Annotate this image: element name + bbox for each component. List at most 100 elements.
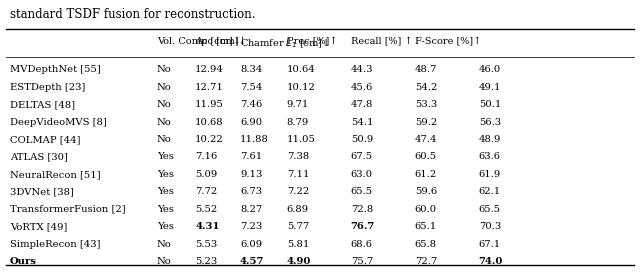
Text: 6.89: 6.89 xyxy=(287,205,309,214)
Text: 11.88: 11.88 xyxy=(240,135,269,144)
Text: 6.90: 6.90 xyxy=(240,118,262,126)
Text: Chamfer $L_1$ [cm]↓: Chamfer $L_1$ [cm]↓ xyxy=(240,37,330,50)
Text: NeuralRecon [51]: NeuralRecon [51] xyxy=(10,170,100,179)
Text: 63.0: 63.0 xyxy=(351,170,373,179)
Text: Ours: Ours xyxy=(10,257,36,266)
Text: 65.5: 65.5 xyxy=(351,187,373,196)
Text: DELTAS [48]: DELTAS [48] xyxy=(10,100,75,109)
Text: 59.6: 59.6 xyxy=(415,187,437,196)
Text: 10.68: 10.68 xyxy=(195,118,224,126)
Text: 67.1: 67.1 xyxy=(479,240,501,249)
Text: Yes: Yes xyxy=(157,170,173,179)
Text: 68.6: 68.6 xyxy=(351,240,372,249)
Text: 11.95: 11.95 xyxy=(195,100,224,109)
Text: 50.9: 50.9 xyxy=(351,135,373,144)
Text: VoRTX [49]: VoRTX [49] xyxy=(10,222,67,231)
Text: 8.27: 8.27 xyxy=(240,205,262,214)
Text: 7.61: 7.61 xyxy=(240,152,262,162)
Text: 65.8: 65.8 xyxy=(415,240,437,249)
Text: 7.38: 7.38 xyxy=(287,152,309,162)
Text: 5.52: 5.52 xyxy=(195,205,218,214)
Text: Yes: Yes xyxy=(157,205,173,214)
Text: 50.1: 50.1 xyxy=(479,100,501,109)
Text: 5.23: 5.23 xyxy=(195,257,218,266)
Text: 47.4: 47.4 xyxy=(415,135,437,144)
Text: 72.7: 72.7 xyxy=(415,257,437,266)
Text: 65.5: 65.5 xyxy=(479,205,501,214)
Text: 7.11: 7.11 xyxy=(287,170,309,179)
Text: F-Score [%]↑: F-Score [%]↑ xyxy=(415,37,481,46)
Text: 54.2: 54.2 xyxy=(415,83,437,92)
Text: Prec [%]↑: Prec [%]↑ xyxy=(287,37,337,46)
Text: COLMAP [44]: COLMAP [44] xyxy=(10,135,80,144)
Text: DeepVideoMVS [8]: DeepVideoMVS [8] xyxy=(10,118,106,126)
Text: TransformerFusion [2]: TransformerFusion [2] xyxy=(10,205,125,214)
Text: 56.3: 56.3 xyxy=(479,118,501,126)
Text: 61.9: 61.9 xyxy=(479,170,501,179)
Text: 5.77: 5.77 xyxy=(287,222,309,231)
Text: 60.0: 60.0 xyxy=(415,205,437,214)
Text: Vol. Comp [cm]↓: Vol. Comp [cm]↓ xyxy=(157,37,241,46)
Text: 3DVNet [38]: 3DVNet [38] xyxy=(10,187,74,196)
Text: 63.6: 63.6 xyxy=(479,152,500,162)
Text: MVDepthNet [55]: MVDepthNet [55] xyxy=(10,65,100,74)
Text: ESTDepth [23]: ESTDepth [23] xyxy=(10,83,85,92)
Text: 12.94: 12.94 xyxy=(195,65,224,74)
Text: 67.5: 67.5 xyxy=(351,152,373,162)
Text: No: No xyxy=(157,83,172,92)
Text: 4.90: 4.90 xyxy=(287,257,311,266)
Text: 8.79: 8.79 xyxy=(287,118,309,126)
Text: 9.13: 9.13 xyxy=(240,170,262,179)
Text: 61.2: 61.2 xyxy=(415,170,437,179)
Text: No: No xyxy=(157,240,172,249)
Text: 10.22: 10.22 xyxy=(195,135,224,144)
Text: SimpleRecon [43]: SimpleRecon [43] xyxy=(10,240,100,249)
Text: 46.0: 46.0 xyxy=(479,65,501,74)
Text: 4.57: 4.57 xyxy=(240,257,264,266)
Text: 7.22: 7.22 xyxy=(287,187,309,196)
Text: 10.12: 10.12 xyxy=(287,83,316,92)
Text: 48.7: 48.7 xyxy=(415,65,437,74)
Text: 4.31: 4.31 xyxy=(195,222,220,231)
Text: 47.8: 47.8 xyxy=(351,100,373,109)
Text: No: No xyxy=(157,118,172,126)
Text: No: No xyxy=(157,65,172,74)
Text: 5.09: 5.09 xyxy=(195,170,218,179)
Text: 49.1: 49.1 xyxy=(479,83,501,92)
Text: 5.81: 5.81 xyxy=(287,240,309,249)
Text: Acc [cm]↓: Acc [cm]↓ xyxy=(195,37,247,46)
Text: Recall [%] ↑: Recall [%] ↑ xyxy=(351,37,412,46)
Text: 11.05: 11.05 xyxy=(287,135,316,144)
Text: Yes: Yes xyxy=(157,222,173,231)
Text: 8.34: 8.34 xyxy=(240,65,262,74)
Text: 7.54: 7.54 xyxy=(240,83,262,92)
Text: 7.23: 7.23 xyxy=(240,222,262,231)
Text: 6.73: 6.73 xyxy=(240,187,262,196)
Text: 48.9: 48.9 xyxy=(479,135,501,144)
Text: 76.7: 76.7 xyxy=(351,222,375,231)
Text: 75.7: 75.7 xyxy=(351,257,373,266)
Text: 53.3: 53.3 xyxy=(415,100,437,109)
Text: 44.3: 44.3 xyxy=(351,65,373,74)
Text: 60.5: 60.5 xyxy=(415,152,437,162)
Text: 59.2: 59.2 xyxy=(415,118,437,126)
Text: No: No xyxy=(157,100,172,109)
Text: Yes: Yes xyxy=(157,187,173,196)
Text: 74.0: 74.0 xyxy=(479,257,503,266)
Text: 7.46: 7.46 xyxy=(240,100,262,109)
Text: standard TSDF fusion for reconstruction.: standard TSDF fusion for reconstruction. xyxy=(10,8,255,21)
Text: 7.16: 7.16 xyxy=(195,152,218,162)
Text: No: No xyxy=(157,135,172,144)
Text: 62.1: 62.1 xyxy=(479,187,501,196)
Text: 72.8: 72.8 xyxy=(351,205,373,214)
Text: 9.71: 9.71 xyxy=(287,100,309,109)
Text: No: No xyxy=(157,257,172,266)
Text: 54.1: 54.1 xyxy=(351,118,373,126)
Text: ATLAS [30]: ATLAS [30] xyxy=(10,152,67,162)
Text: 5.53: 5.53 xyxy=(195,240,218,249)
Text: 10.64: 10.64 xyxy=(287,65,316,74)
Text: 7.72: 7.72 xyxy=(195,187,218,196)
Text: 45.6: 45.6 xyxy=(351,83,373,92)
Text: 70.3: 70.3 xyxy=(479,222,501,231)
Text: 12.71: 12.71 xyxy=(195,83,224,92)
